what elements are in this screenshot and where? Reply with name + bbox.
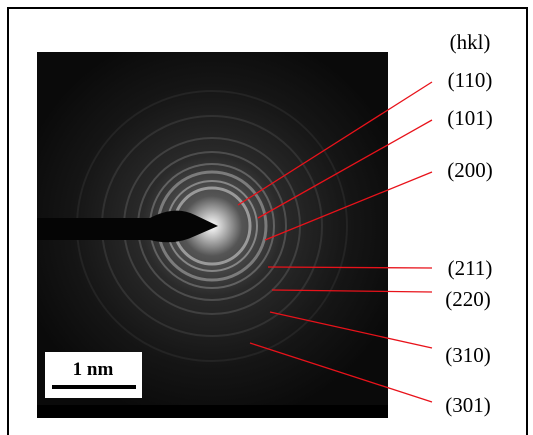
plane-label: (310) [445,343,491,367]
plane-label: (110) [448,68,493,92]
hkl-header: (hkl) [450,30,491,54]
plane-label: (101) [447,106,493,130]
plane-label: (211) [448,256,493,280]
plane-label: (301) [445,393,491,417]
figure: 1 nm (hkl) (110) (101) (200) (211) (220)… [0,0,533,435]
scale-bar: 1 nm [45,352,142,398]
scale-bar-label: 1 nm [73,359,114,380]
plane-label: (220) [445,287,491,311]
plane-label: (200) [447,158,493,182]
